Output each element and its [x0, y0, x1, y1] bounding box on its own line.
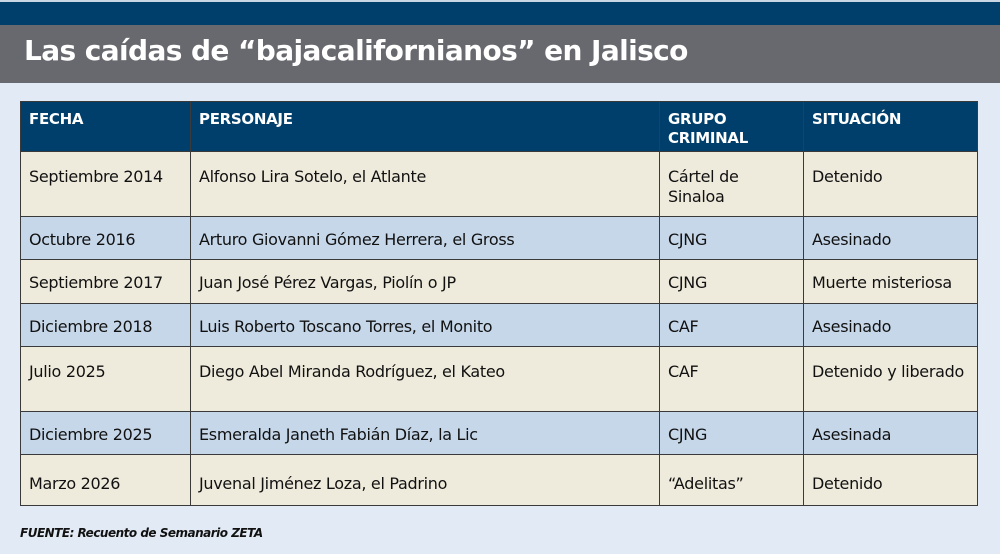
cell-situacion: Asesinada: [803, 411, 978, 455]
cell-personaje: Arturo Giovanni Gómez Herrera, el Gross: [190, 216, 660, 260]
cell-situacion: Muerte misteriosa: [803, 259, 978, 304]
cell-grupo-criminal: CJNG: [659, 411, 804, 455]
table-row: Julio 2025 Diego Abel Miranda Rodríguez, …: [20, 346, 978, 412]
cell-grupo-criminal: “Adelitas”: [659, 454, 804, 506]
cell-personaje: Juvenal Jiménez Loza, el Padrino: [190, 454, 660, 506]
cell-personaje: Juan José Pérez Vargas, Piolín o JP: [190, 259, 660, 304]
title-band: Las caídas de “bajacalifornianos” en Jal…: [0, 25, 1000, 83]
table-header-row: FECHA PERSONAJE GRUPO CRIMINAL SITUACIÓN: [20, 101, 978, 152]
page-title: Las caídas de “bajacalifornianos” en Jal…: [24, 34, 688, 67]
table-row: Diciembre 2018 Luis Roberto Toscano Torre…: [20, 303, 978, 347]
cell-fecha: Septiembre 2017: [20, 259, 191, 304]
cell-fecha: Diciembre 2018: [20, 303, 191, 347]
cell-grupo-criminal: Cártel de Sinaloa: [659, 151, 804, 217]
top-bar: [0, 0, 1000, 25]
table-row: Octubre 2016 Arturo Giovanni Gómez Herrer…: [20, 216, 978, 260]
header-grupo-criminal: GRUPO CRIMINAL: [659, 101, 804, 152]
cell-personaje: Diego Abel Miranda Rodríguez, el Kateo: [190, 346, 660, 412]
cell-grupo-criminal: CAF: [659, 346, 804, 412]
cell-fecha: Diciembre 2025: [20, 411, 191, 455]
cell-personaje: Alfonso Lira Sotelo, el Atlante: [190, 151, 660, 217]
cell-situacion: Detenido y liberado: [803, 346, 978, 412]
header-personaje: PERSONAJE: [190, 101, 660, 152]
cell-fecha: Marzo 2026: [20, 454, 191, 506]
header-situacion: SITUACIÓN: [803, 101, 978, 152]
cell-situacion: Detenido: [803, 454, 978, 506]
cell-grupo-criminal: CJNG: [659, 259, 804, 304]
cell-fecha: Julio 2025: [20, 346, 191, 412]
table-row: Diciembre 2025 Esmeralda Janeth Fabián Dí…: [20, 411, 978, 455]
cell-situacion: Detenido: [803, 151, 978, 217]
table-row: Septiembre 2014 Alfonso Lira Sotelo, el A…: [20, 151, 978, 217]
header-fecha: FECHA: [20, 101, 191, 152]
cell-fecha: Octubre 2016: [20, 216, 191, 260]
table-row: Marzo 2026 Juvenal Jiménez Loza, el Padri…: [20, 454, 978, 506]
source-note: FUENTE: Recuento de Semanario ZETA: [20, 526, 263, 540]
data-table: FECHA PERSONAJE GRUPO CRIMINAL SITUACIÓN…: [20, 101, 978, 506]
cell-fecha: Septiembre 2014: [20, 151, 191, 217]
table-row: Septiembre 2017 Juan José Pérez Vargas, P…: [20, 259, 978, 304]
cell-personaje: Luis Roberto Toscano Torres, el Monito: [190, 303, 660, 347]
cell-situacion: Asesinado: [803, 303, 978, 347]
cell-situacion: Asesinado: [803, 216, 978, 260]
cell-grupo-criminal: CJNG: [659, 216, 804, 260]
cell-grupo-criminal: CAF: [659, 303, 804, 347]
cell-personaje: Esmeralda Janeth Fabián Díaz, la Lic: [190, 411, 660, 455]
